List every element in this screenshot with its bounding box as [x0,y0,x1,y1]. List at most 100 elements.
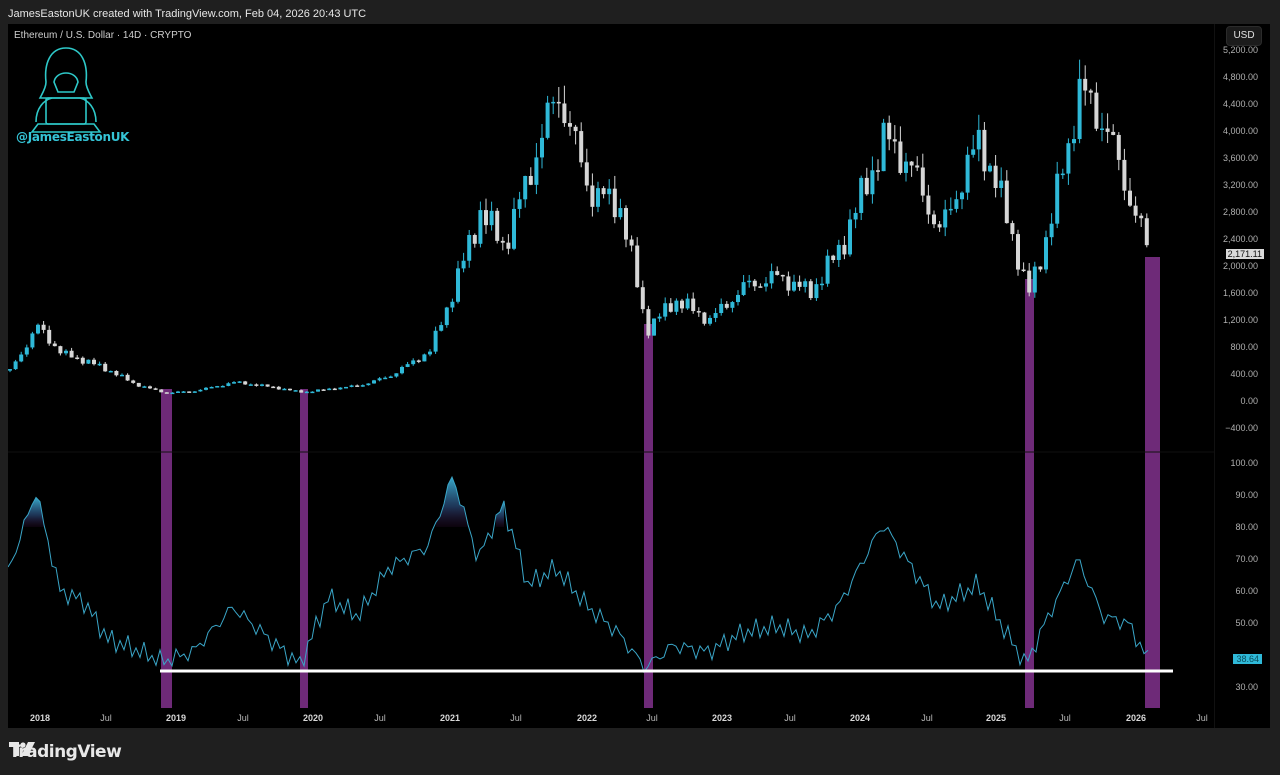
candle [803,281,808,287]
candle [394,373,399,377]
candle [596,188,600,207]
chart-canvas[interactable]: Ethereum / U.S. Dollar · 14D · CRYPTO @J… [8,24,1270,728]
time-tick: 2026 [1125,713,1147,723]
candle [366,383,371,386]
candle [1100,128,1104,130]
candle [86,359,91,364]
candle [691,298,696,312]
candle [69,350,74,358]
candle [881,122,886,172]
candle [13,361,18,370]
candle [792,281,796,291]
candle [332,388,337,391]
candle [30,333,35,348]
candle [870,170,875,195]
candle [775,271,780,275]
candle [584,162,589,186]
candle [1116,134,1121,160]
candle [209,386,214,389]
currency-button[interactable]: USD [1226,26,1262,46]
price-tick: 1,200.00 [1222,315,1258,325]
candle [562,103,567,124]
time-tick: 2025 [985,713,1007,723]
candle [831,255,836,260]
candle [1010,223,1015,235]
candle [58,346,63,354]
time-tick: Jul [237,713,249,723]
candle [181,391,186,393]
candle [915,165,920,168]
candle [579,131,584,163]
candle [971,149,976,155]
rsi-line [8,475,1149,674]
time-tick: Jul [374,713,386,723]
candle [372,380,376,384]
candle [1083,78,1088,91]
price-axis[interactable]: USD 5,200.00 4,800.00 4,400.00 4,000.00 3,60… [1214,24,1270,728]
rsi-polyline [8,475,1149,674]
price-tick: 0.00 [1240,396,1258,406]
watermark-handle: @JamesEastonUK [16,130,130,144]
candle [388,376,393,379]
last-price-label: 2,171.11 [1225,249,1264,260]
candle [260,384,264,386]
bottom-highlight-bar [644,324,653,708]
time-tick: Jul [921,713,933,723]
candle [484,210,488,226]
time-tick: 2021 [439,713,461,723]
candle [904,161,908,173]
overbought-fill [436,477,468,527]
candle [192,391,197,393]
time-tick: 2024 [849,713,871,723]
candle [730,302,735,308]
candle [1060,173,1065,176]
rsi-tick: 70.00 [1235,554,1258,564]
candle [383,377,388,380]
candle [170,392,175,395]
candle [1111,131,1116,135]
time-tick: 2018 [29,713,51,723]
candle [220,385,225,388]
candle [1133,205,1138,216]
candle [176,391,180,393]
candle [428,351,432,355]
candle [1038,266,1043,270]
candle [114,370,119,376]
candle [1094,92,1099,129]
candle [663,303,668,317]
candle [920,167,925,196]
bottom-highlight-bar [1025,279,1034,708]
candle [960,192,964,200]
candle [164,392,169,394]
candle [198,389,203,392]
candle [254,384,259,386]
tradingview-brand[interactable]: TradingView [9,742,122,762]
rsi-tick: 90.00 [1235,490,1258,500]
candle [937,224,942,228]
candle [8,369,12,371]
candle [1049,223,1054,238]
candle [321,389,326,391]
candle [338,387,343,390]
candle [646,309,651,336]
candle [422,354,427,362]
candle [988,165,992,172]
price-tick: 400.00 [1230,369,1258,379]
candle [534,157,539,185]
candle [125,374,130,381]
candle [836,244,841,260]
candle [495,210,500,241]
time-tick: 2023 [711,713,733,723]
chart-plot[interactable] [8,24,1215,728]
highlight-bars [161,257,1160,708]
candle [500,240,505,243]
candle [758,286,763,288]
candle [786,276,791,291]
candle [982,129,987,172]
candle [517,199,522,209]
candle [764,283,768,287]
time-tick: Jul [646,713,658,723]
candle [652,318,656,336]
candle [523,175,528,200]
time-tick: 2019 [165,713,187,723]
